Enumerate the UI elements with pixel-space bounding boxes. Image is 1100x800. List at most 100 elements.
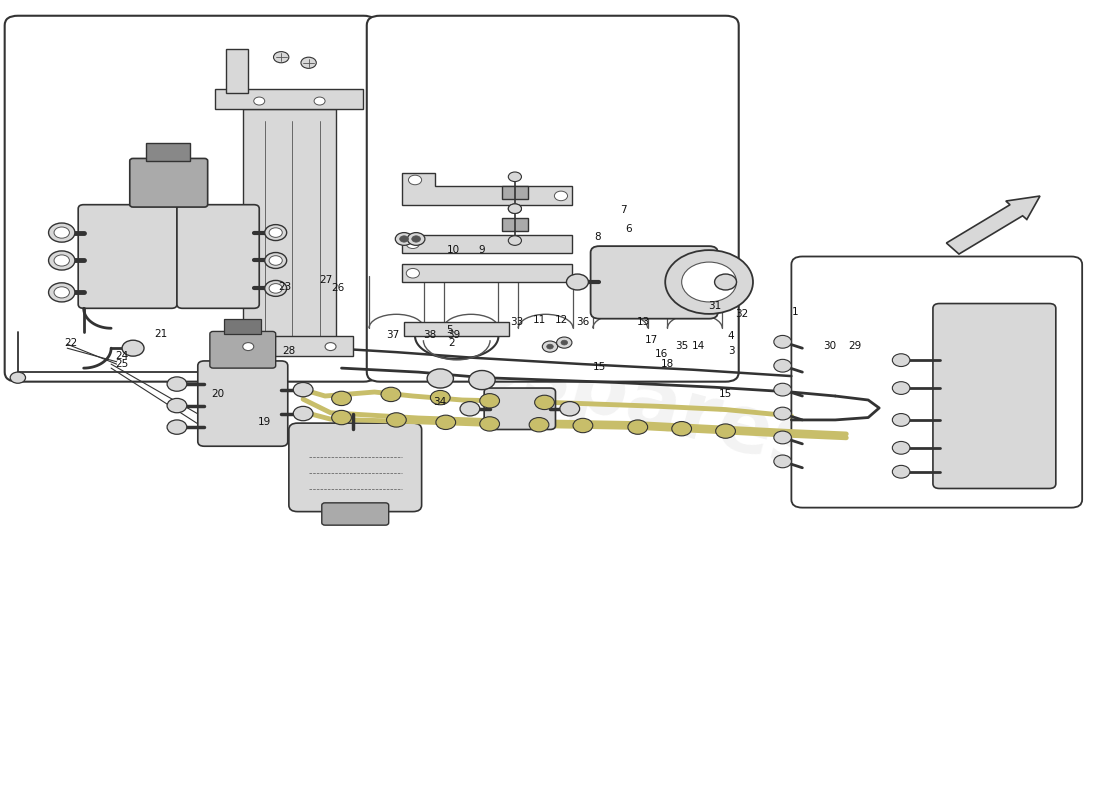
- Circle shape: [332, 391, 351, 406]
- Circle shape: [270, 228, 283, 238]
- Circle shape: [566, 274, 588, 290]
- Bar: [224, 319, 262, 334]
- Polygon shape: [227, 50, 249, 93]
- Circle shape: [326, 342, 336, 350]
- Circle shape: [167, 420, 187, 434]
- Circle shape: [436, 415, 455, 430]
- Polygon shape: [402, 173, 572, 205]
- Polygon shape: [227, 336, 352, 356]
- Circle shape: [672, 422, 692, 436]
- Text: 32: 32: [736, 309, 749, 319]
- Circle shape: [773, 335, 791, 348]
- Circle shape: [554, 191, 568, 201]
- Circle shape: [508, 236, 521, 246]
- Circle shape: [560, 402, 580, 416]
- Circle shape: [542, 341, 558, 352]
- Text: 8: 8: [594, 231, 601, 242]
- Circle shape: [408, 175, 421, 185]
- Circle shape: [381, 387, 400, 402]
- Circle shape: [773, 383, 791, 396]
- Text: 27: 27: [319, 274, 333, 285]
- Text: 16: 16: [656, 349, 669, 358]
- Text: a passion since 1985: a passion since 1985: [295, 191, 585, 290]
- Circle shape: [254, 97, 265, 105]
- Circle shape: [386, 413, 406, 427]
- Text: 18: 18: [661, 359, 674, 369]
- Text: 12: 12: [554, 315, 568, 326]
- Circle shape: [270, 284, 283, 293]
- Circle shape: [10, 372, 25, 383]
- Circle shape: [715, 274, 737, 290]
- Text: 15: 15: [719, 389, 733, 398]
- Bar: [402, 265, 572, 282]
- Polygon shape: [243, 109, 336, 348]
- Circle shape: [430, 390, 450, 405]
- Text: 17: 17: [645, 335, 658, 346]
- Text: eurospares: eurospares: [316, 281, 828, 488]
- Circle shape: [54, 227, 69, 238]
- Circle shape: [892, 466, 910, 478]
- Text: 29: 29: [848, 341, 861, 350]
- Text: 9: 9: [478, 245, 485, 255]
- FancyBboxPatch shape: [933, 303, 1056, 489]
- FancyBboxPatch shape: [130, 158, 208, 207]
- Circle shape: [573, 418, 593, 433]
- Text: 3: 3: [728, 346, 735, 355]
- Circle shape: [265, 281, 287, 296]
- Circle shape: [535, 395, 554, 410]
- Text: 33: 33: [510, 317, 524, 327]
- Text: 36: 36: [576, 317, 590, 327]
- Circle shape: [547, 344, 553, 349]
- Text: 7: 7: [620, 206, 627, 215]
- Circle shape: [395, 233, 412, 246]
- Circle shape: [773, 455, 791, 468]
- Text: 25: 25: [116, 359, 129, 369]
- Text: 15: 15: [593, 362, 606, 371]
- Circle shape: [480, 394, 499, 408]
- Text: 38: 38: [422, 330, 436, 340]
- Circle shape: [54, 286, 69, 298]
- Circle shape: [231, 367, 244, 377]
- Circle shape: [628, 420, 648, 434]
- Text: 26: 26: [331, 282, 345, 293]
- Circle shape: [167, 377, 187, 391]
- Circle shape: [480, 417, 499, 431]
- Text: 4: 4: [728, 331, 735, 342]
- Bar: [502, 186, 528, 199]
- Circle shape: [48, 251, 75, 270]
- Circle shape: [274, 52, 289, 62]
- Circle shape: [557, 337, 572, 348]
- FancyBboxPatch shape: [322, 503, 388, 525]
- Circle shape: [406, 269, 419, 278]
- Circle shape: [243, 342, 254, 350]
- Circle shape: [122, 340, 144, 356]
- Bar: [402, 235, 572, 253]
- Circle shape: [773, 431, 791, 444]
- FancyArrow shape: [946, 196, 1040, 254]
- Text: 35: 35: [675, 341, 689, 350]
- FancyBboxPatch shape: [484, 388, 556, 430]
- Circle shape: [270, 256, 283, 266]
- Text: 2: 2: [448, 338, 454, 347]
- Text: 39: 39: [447, 330, 460, 340]
- Circle shape: [892, 382, 910, 394]
- FancyBboxPatch shape: [198, 361, 288, 446]
- Text: 5: 5: [446, 325, 452, 335]
- Circle shape: [508, 204, 521, 214]
- Circle shape: [508, 204, 521, 214]
- FancyBboxPatch shape: [210, 331, 276, 368]
- Text: 21: 21: [154, 329, 167, 339]
- Circle shape: [407, 233, 425, 246]
- FancyBboxPatch shape: [289, 423, 421, 512]
- Circle shape: [666, 250, 754, 314]
- Text: 11: 11: [532, 315, 546, 326]
- Text: 28: 28: [283, 346, 296, 355]
- FancyBboxPatch shape: [591, 246, 718, 318]
- Text: 23: 23: [278, 282, 292, 292]
- Bar: [502, 218, 528, 231]
- Circle shape: [167, 398, 187, 413]
- Text: 37: 37: [386, 330, 399, 340]
- Circle shape: [773, 359, 791, 372]
- FancyBboxPatch shape: [177, 205, 260, 308]
- Bar: [146, 143, 190, 161]
